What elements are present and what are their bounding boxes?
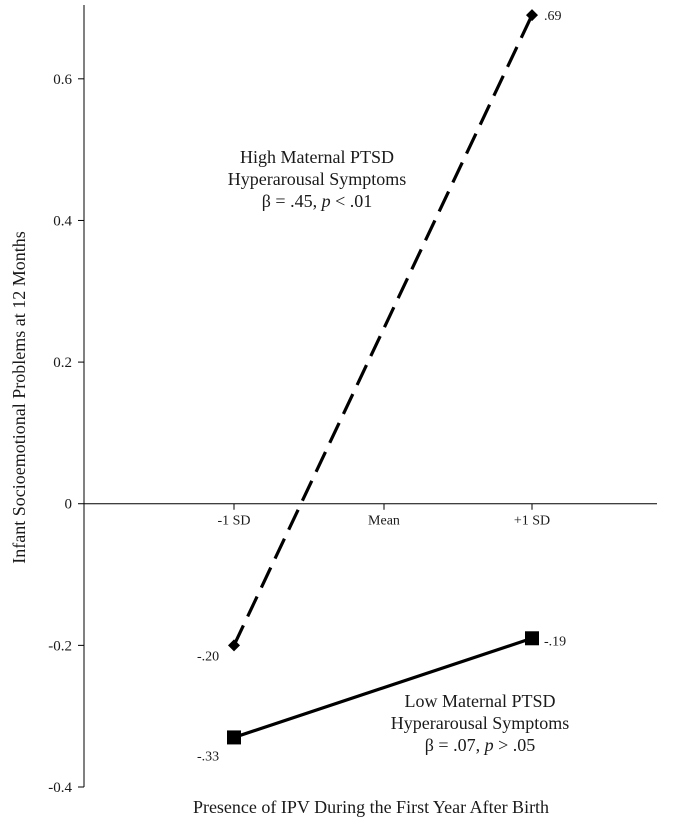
- y-tick-label: -0.4: [48, 780, 72, 796]
- series-annotation-line1: Low Maternal PTSD: [405, 691, 556, 711]
- series-annotation-stats: β = .45, p < .01: [262, 191, 372, 211]
- y-tick-label: -0.2: [48, 638, 72, 654]
- x-tick-label: -1 SD: [217, 514, 250, 529]
- series-high-line: [232, 14, 534, 647]
- y-axis-title: Infant Socioemotional Problems at 12 Mon…: [9, 231, 29, 563]
- series-annotation-stats: β = .07, p > .05: [425, 735, 535, 755]
- square-marker: [227, 730, 241, 745]
- series-low-line: [233, 636, 533, 739]
- y-ticks: -0.4 -0.2 0 0.2 0.4 0.6: [48, 72, 84, 796]
- series-layer: -.20 .69 -.33 -.19: [197, 9, 566, 764]
- series-annotation-line1: High Maternal PTSD: [240, 147, 394, 167]
- y-tick-label: 0.4: [53, 213, 72, 229]
- series-annotation-line2: Hyperarousal Symptoms: [391, 713, 569, 733]
- data-label: .69: [544, 9, 562, 24]
- diamond-marker: [228, 639, 240, 652]
- x-axis-title: Presence of IPV During the First Year Af…: [193, 797, 549, 817]
- square-marker: [525, 631, 539, 646]
- data-label: -.20: [197, 649, 219, 664]
- x-ticks: -1 SD Mean +1 SD: [217, 503, 550, 529]
- y-tick-label: 0: [65, 497, 73, 513]
- series-annotation-line2: Hyperarousal Symptoms: [228, 169, 406, 189]
- data-label: -.19: [544, 634, 566, 649]
- data-label: -.33: [197, 749, 219, 764]
- y-tick-label: 0.6: [53, 72, 72, 88]
- x-tick-label: +1 SD: [514, 514, 550, 529]
- diamond-marker: [526, 9, 538, 22]
- y-tick-label: 0.2: [53, 355, 72, 371]
- x-tick-label: Mean: [368, 514, 400, 529]
